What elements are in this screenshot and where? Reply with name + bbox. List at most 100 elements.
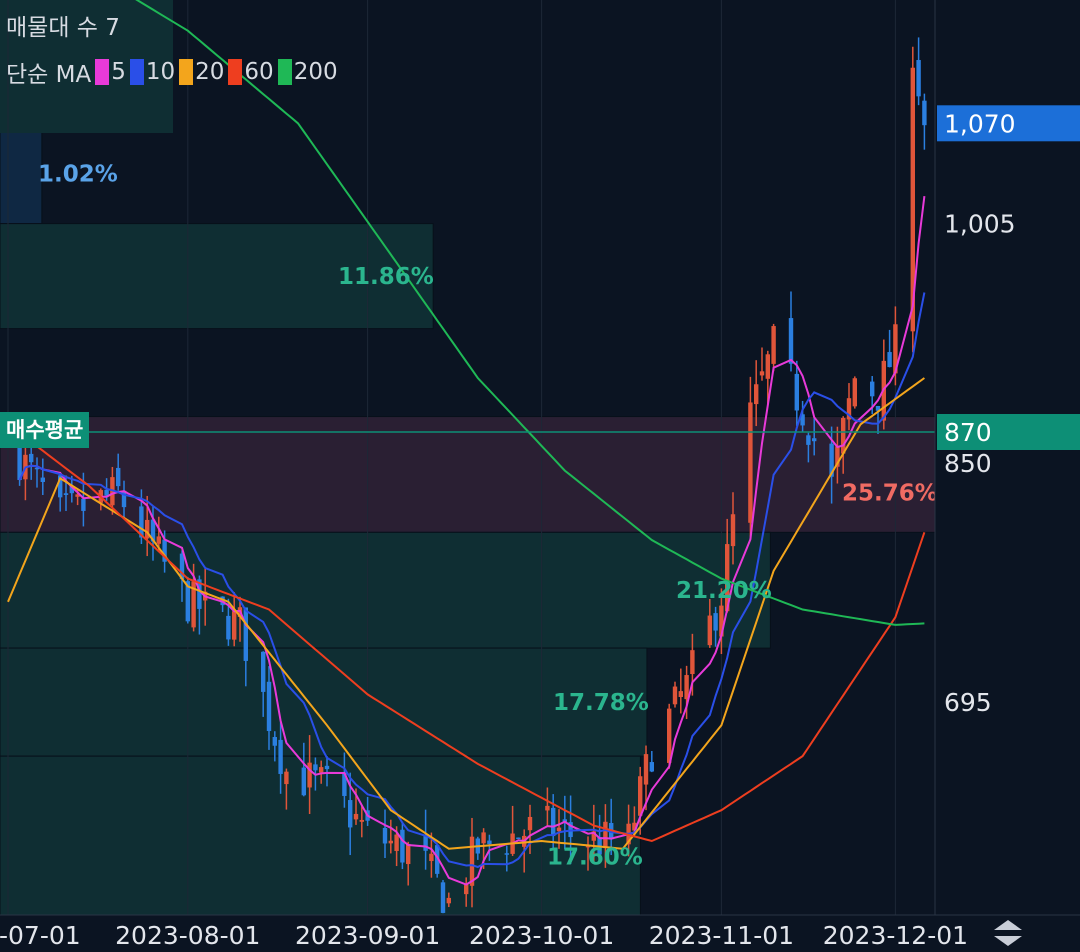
candle-body (191, 581, 196, 628)
candle-body (887, 352, 892, 368)
ma200-line (135, 0, 925, 626)
candle-body (481, 832, 486, 844)
x-tick-label: 2023-09-01 (295, 921, 440, 950)
candle-body (446, 897, 451, 904)
ma60-swatch (228, 59, 243, 85)
ma-legend: 단순 MA 5 10 20 60 200 (6, 55, 338, 89)
volume-profile-bar (0, 122, 43, 225)
candle-body (185, 581, 190, 622)
candle-body (556, 827, 562, 832)
candle-body (69, 486, 74, 494)
candle-body (81, 498, 86, 511)
buy-average-axis-label: 870 (944, 418, 992, 447)
candle-body (17, 430, 22, 481)
x-tick-label: 2023-11-01 (649, 921, 794, 950)
candle-body (278, 739, 283, 774)
candle-body (319, 767, 324, 773)
candle-body (690, 650, 695, 675)
ma-type-label: 단순 MA (6, 62, 92, 88)
candle-body (875, 405, 881, 411)
buy-average-axis-tag (937, 414, 1080, 450)
candle-body (916, 60, 921, 97)
candle-body (713, 613, 718, 631)
candle-body (226, 615, 231, 640)
volume-profile-bar (0, 531, 771, 649)
candle-body (353, 813, 359, 820)
ma10-label: 10 (145, 59, 176, 85)
candle-body (765, 354, 770, 379)
candle-body (922, 100, 927, 126)
current-price-label: 1,070 (944, 109, 1016, 138)
y-tick-label: 695 (944, 688, 992, 717)
candle-body (678, 691, 683, 698)
candle-body (812, 438, 817, 442)
candle-body (545, 805, 550, 811)
candle-body (406, 843, 411, 865)
candle-body (893, 324, 898, 374)
candle-body (58, 475, 63, 498)
ma5-label: 5 (111, 59, 126, 85)
candle-body (301, 767, 306, 796)
candle-body (551, 807, 556, 837)
x-tick-label: 2023-12-01 (823, 921, 968, 950)
candle-body (63, 493, 69, 495)
candle-body (150, 519, 156, 542)
candle-body (243, 607, 248, 661)
y-tick-label: 850 (944, 449, 992, 478)
candle-body (504, 853, 509, 855)
candle-body (829, 443, 834, 477)
candle-body (464, 884, 469, 895)
candle-body (841, 417, 846, 454)
ma60-line (7, 423, 926, 843)
x-tick-label: 2023-07-01 (0, 921, 81, 950)
candle-body (348, 800, 353, 828)
ma10-swatch (129, 59, 144, 85)
volume-profile-bar (0, 0, 173, 133)
candle-body (307, 762, 312, 788)
candle-body (435, 845, 440, 874)
candle-body (156, 536, 161, 544)
candle-body (359, 819, 364, 822)
candle-body (388, 840, 393, 844)
candle-body (313, 764, 318, 771)
candle-body (719, 605, 724, 637)
candle-body (910, 67, 915, 332)
ma10-line (18, 292, 926, 869)
candle-body (794, 373, 799, 411)
axis-scale-handle-icon[interactable] (986, 916, 1030, 948)
ma5-line (18, 195, 926, 886)
candle-body (394, 834, 399, 851)
candle-body (730, 514, 736, 547)
volume-profile-label: 21.20% (676, 578, 772, 604)
volume-profile-bar (0, 223, 434, 330)
x-tick-label: 2023-10-01 (469, 921, 614, 950)
candle-body (197, 579, 202, 609)
ma20-swatch (179, 59, 194, 85)
volume-profile-bar (0, 647, 648, 757)
candle-body (440, 882, 446, 913)
candle-body (568, 822, 573, 838)
candle-body (179, 553, 185, 580)
candle-body (423, 834, 428, 851)
candle-body (649, 762, 654, 772)
candle-body (672, 686, 678, 705)
candle-body (527, 816, 533, 831)
ma5-swatch (95, 59, 110, 85)
volume-profile-label: 17.60% (547, 844, 643, 870)
current-price-tag (937, 105, 1080, 142)
candle-body (516, 837, 521, 840)
candle-body (34, 467, 40, 470)
candle-body (324, 765, 330, 770)
buy-average-tag: 매수평균 (0, 412, 90, 448)
candle-body (754, 384, 759, 405)
candle-body (104, 489, 109, 496)
volume-profile-label: 11.86% (338, 264, 434, 290)
candle-body (643, 754, 649, 785)
candle-body (29, 453, 34, 463)
candle-body (145, 519, 150, 539)
ma200-label: 200 (293, 59, 338, 85)
candle-body (261, 651, 266, 692)
candle-body (759, 371, 765, 376)
